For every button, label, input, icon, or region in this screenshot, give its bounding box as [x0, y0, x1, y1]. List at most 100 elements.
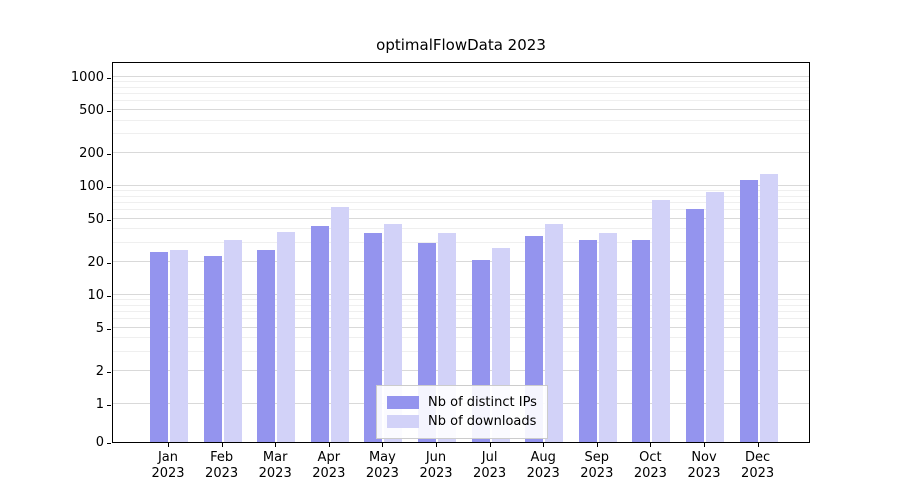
legend-label-downloads: Nb of downloads — [428, 414, 537, 429]
plot-area: Nb of distinct IPs Nb of downloads — [112, 62, 810, 443]
major-gridline — [113, 217, 809, 219]
x-tick-label: Feb 2023 — [205, 450, 239, 481]
y-tick-label: 0 — [95, 435, 104, 450]
x-tick-label: Jul 2023 — [473, 450, 507, 481]
x-tick-label: Jun 2023 — [419, 450, 453, 481]
legend: Nb of distinct IPs Nb of downloads — [376, 385, 548, 439]
x-tick-label: Mar 2023 — [258, 450, 292, 481]
x-tick-label: Sep 2023 — [580, 450, 614, 481]
x-tick-mark — [168, 443, 169, 447]
minor-gridline — [113, 133, 809, 135]
minor-gridline — [113, 201, 809, 203]
x-tick-label: Nov 2023 — [687, 450, 721, 481]
legend-label-distinct-ips: Nb of distinct IPs — [428, 395, 537, 410]
x-tick-label: Aug 2023 — [526, 450, 560, 481]
bar-downloads — [545, 223, 564, 442]
y-tick-label: 50 — [87, 211, 104, 227]
major-gridline — [113, 152, 809, 154]
bar-downloads — [759, 173, 778, 442]
bar-downloads — [170, 249, 188, 442]
bar-downloads — [330, 207, 349, 442]
minor-gridline — [113, 318, 809, 320]
y-tick-mark — [107, 372, 111, 374]
minor-gridline — [113, 86, 809, 88]
chart-title: optimalFlowData 2023 — [376, 36, 546, 54]
bar-distinct-ips — [257, 249, 276, 442]
x-tick-mark — [543, 443, 545, 447]
y-tick-label: 2 — [95, 364, 104, 380]
minor-gridline — [113, 310, 809, 312]
bar-downloads — [223, 240, 242, 442]
bar-distinct-ips — [150, 251, 168, 442]
x-tick-label: Dec 2023 — [741, 450, 775, 481]
minor-gridline — [113, 337, 809, 339]
y-tick-mark — [107, 296, 111, 297]
legend-item-downloads: Nb of downloads — [387, 414, 537, 429]
minor-gridline — [113, 242, 809, 244]
major-gridline — [113, 185, 809, 187]
major-gridline — [113, 76, 809, 78]
y-tick-mark — [107, 78, 111, 80]
x-tick-mark — [704, 443, 705, 447]
x-tick-label: Jan 2023 — [151, 450, 185, 481]
major-gridline — [113, 293, 809, 295]
bar-distinct-ips — [739, 179, 758, 442]
y-tick-mark — [107, 328, 111, 330]
minor-gridline — [113, 228, 809, 230]
y-tick-label: 1 — [95, 396, 104, 412]
bar-downloads — [706, 192, 724, 442]
x-tick-mark — [596, 443, 598, 447]
y-tick-label: 200 — [79, 146, 104, 162]
minor-gridline — [113, 190, 809, 192]
y-tick-label: 500 — [79, 102, 104, 118]
y-tick-mark — [107, 110, 111, 112]
minor-gridline — [113, 93, 809, 95]
y-tick-label: 10 — [87, 288, 104, 303]
x-tick-mark — [436, 443, 437, 447]
bar-distinct-ips — [686, 208, 704, 442]
x-tick-mark — [757, 443, 759, 447]
y-tick-label: 1000 — [70, 70, 104, 86]
major-gridline — [113, 261, 809, 263]
x-tick-label: Apr 2023 — [312, 450, 346, 481]
minor-gridline — [113, 209, 809, 211]
minor-gridline — [113, 350, 809, 352]
y-tick-mark — [107, 187, 111, 189]
legend-item-distinct-ips: Nb of distinct IPs — [387, 395, 537, 410]
bar-distinct-ips — [632, 240, 651, 442]
x-tick-mark — [382, 443, 384, 447]
legend-swatch-distinct-ips — [387, 396, 419, 409]
y-tick-mark — [107, 154, 111, 156]
bar-downloads — [598, 233, 617, 442]
y-tick-label: 5 — [95, 320, 104, 336]
y-tick-mark — [107, 443, 111, 444]
x-tick-label: May 2023 — [365, 450, 399, 481]
bar-distinct-ips — [203, 255, 222, 442]
y-tick-mark — [107, 404, 111, 406]
bar-downloads — [277, 231, 296, 442]
minor-gridline — [113, 195, 809, 197]
x-tick-mark — [489, 443, 491, 447]
y-tick-label: 100 — [79, 179, 104, 195]
y-tick-mark — [107, 219, 111, 221]
minor-gridline — [113, 100, 809, 102]
minor-gridline — [113, 298, 809, 300]
y-tick-mark — [107, 263, 111, 265]
minor-gridline — [113, 304, 809, 306]
x-tick-mark — [275, 443, 277, 447]
major-gridline — [113, 370, 809, 372]
x-tick-mark — [328, 443, 330, 447]
bar-distinct-ips — [578, 240, 597, 442]
minor-gridline — [113, 119, 809, 121]
bar-downloads — [652, 199, 671, 442]
y-tick-label: 20 — [87, 255, 104, 271]
x-tick-mark — [221, 443, 223, 447]
x-tick-label: Oct 2023 — [633, 450, 667, 481]
legend-swatch-downloads — [387, 415, 419, 428]
bar-distinct-ips — [310, 226, 329, 442]
major-gridline — [113, 108, 809, 110]
minor-gridline — [113, 81, 809, 83]
major-gridline — [113, 326, 809, 328]
x-tick-mark — [650, 443, 652, 447]
